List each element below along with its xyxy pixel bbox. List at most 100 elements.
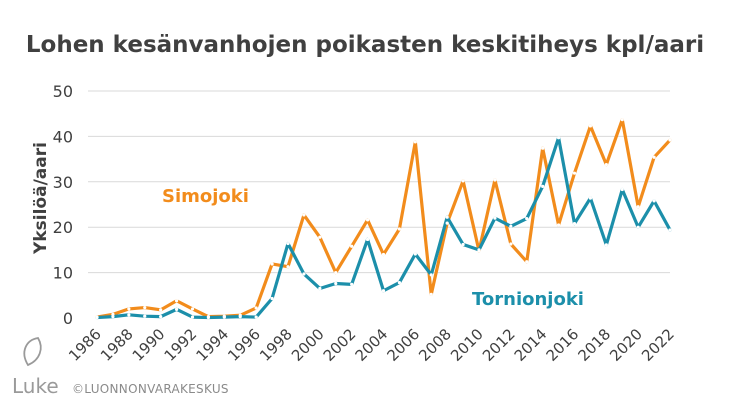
data-point-simojoki <box>397 227 402 231</box>
data-point-simojoki <box>254 306 258 310</box>
y-tick-label: 30 <box>53 173 73 192</box>
y-tick-label: 50 <box>53 82 73 101</box>
data-point-simojoki <box>445 221 449 225</box>
data-point-tornionjoki <box>190 315 195 319</box>
luke-logo: Luke <box>12 337 59 398</box>
data-point-tornionjoki <box>461 242 465 247</box>
copyright-text: ©LUONNONVARAKESKUS <box>72 382 229 396</box>
data-point-tornionjoki <box>445 215 449 219</box>
data-point-tornionjoki <box>477 248 481 252</box>
data-point-tornionjoki <box>365 237 370 242</box>
series-label-simojoki: Simojoki <box>162 186 249 207</box>
x-tick-label: 2004 <box>352 325 392 365</box>
data-point-simojoki <box>302 213 306 217</box>
data-point-simojoki <box>604 162 608 167</box>
data-point-tornionjoki <box>604 243 608 247</box>
data-point-tornionjoki <box>668 228 672 232</box>
data-point-tornionjoki <box>127 313 131 317</box>
data-point-simojoki <box>365 218 370 222</box>
series-label-tornionjoki: Tornionjoki <box>472 289 584 310</box>
leaf-icon <box>23 337 42 367</box>
data-point-tornionjoki <box>238 315 242 319</box>
data-point-simojoki <box>652 155 656 159</box>
x-tick-label: 1988 <box>97 325 137 365</box>
x-tick-label: 1986 <box>65 325 105 365</box>
data-point-simojoki <box>620 118 624 122</box>
y-tick-label: 0 <box>63 309 73 328</box>
data-point-tornionjoki <box>588 196 593 200</box>
data-point-simojoki <box>461 179 465 183</box>
data-point-simojoki <box>318 235 322 239</box>
data-point-tornionjoki <box>111 315 115 319</box>
x-tick-label: 1996 <box>224 325 264 365</box>
x-tick-label: 2012 <box>479 325 519 365</box>
data-point-tornionjoki <box>493 216 497 220</box>
data-point-tornionjoki <box>318 286 322 291</box>
y-tick-label: 20 <box>53 218 73 237</box>
chart-title: Lohen kesänvanhojen poikasten keskitihey… <box>26 32 704 58</box>
data-point-simojoki <box>127 307 131 311</box>
data-point-tornionjoki <box>652 199 656 203</box>
x-tick-label: 1990 <box>129 325 169 365</box>
data-point-simojoki <box>541 146 545 150</box>
x-tick-label: 2020 <box>606 325 646 365</box>
y-tick-label: 10 <box>53 264 73 283</box>
data-point-tornionjoki <box>222 315 226 319</box>
data-point-tornionjoki <box>397 280 402 285</box>
x-tick-label: 2016 <box>543 325 583 365</box>
data-point-simojoki <box>636 205 640 209</box>
data-point-simojoki <box>556 223 561 227</box>
data-point-tornionjoki <box>334 281 338 286</box>
data-point-simojoki <box>270 262 274 266</box>
data-point-tornionjoki <box>525 216 529 221</box>
series-lines <box>95 118 672 320</box>
x-tick-label: 2002 <box>320 325 360 365</box>
x-tick-label: 2008 <box>415 325 455 365</box>
x-tick-label: 1994 <box>192 325 232 365</box>
data-point-tornionjoki <box>556 136 561 140</box>
data-point-simojoki <box>334 271 338 275</box>
data-point-tornionjoki <box>302 272 306 276</box>
data-point-tornionjoki <box>509 224 513 228</box>
data-point-tornionjoki <box>572 221 577 226</box>
data-point-simojoki <box>159 308 163 312</box>
x-tick-label: 1992 <box>161 325 201 365</box>
x-tick-label: 2022 <box>638 325 678 365</box>
data-point-simojoki <box>525 260 529 264</box>
data-point-simojoki <box>350 244 354 248</box>
data-point-tornionjoki <box>286 241 290 246</box>
data-point-tornionjoki <box>429 273 433 277</box>
data-point-simojoki <box>174 299 179 303</box>
gridlines <box>88 90 670 274</box>
data-point-simojoki <box>429 292 433 296</box>
x-tick-label: 1998 <box>256 325 296 365</box>
data-point-tornionjoki <box>620 187 624 192</box>
data-point-simojoki <box>572 171 577 175</box>
data-point-simojoki <box>286 265 290 269</box>
data-point-tornionjoki <box>174 307 179 311</box>
data-point-tornionjoki <box>143 314 147 318</box>
data-point-simojoki <box>190 307 195 311</box>
data-point-simojoki <box>143 305 147 310</box>
data-point-tornionjoki <box>254 315 258 319</box>
x-tick-label: 2010 <box>447 325 487 365</box>
data-point-tornionjoki <box>159 315 163 319</box>
data-point-tornionjoki <box>350 282 354 287</box>
data-point-tornionjoki <box>381 289 386 293</box>
data-point-simojoki <box>413 140 417 144</box>
data-point-simojoki <box>381 252 386 257</box>
data-point-simojoki <box>111 312 115 316</box>
data-point-tornionjoki <box>413 252 417 256</box>
series-points <box>95 118 672 320</box>
x-tick-label: 2000 <box>288 325 328 365</box>
data-point-tornionjoki <box>270 296 274 301</box>
logo-text: Luke <box>12 374 59 398</box>
data-point-simojoki <box>588 124 593 128</box>
x-axis-ticks: 1986198819901992199419961998200020022004… <box>65 325 678 365</box>
data-point-tornionjoki <box>636 225 640 229</box>
data-point-simojoki <box>509 242 513 246</box>
x-tick-label: 2014 <box>511 325 551 365</box>
x-tick-label: 2018 <box>574 325 614 365</box>
data-point-tornionjoki <box>95 315 99 320</box>
